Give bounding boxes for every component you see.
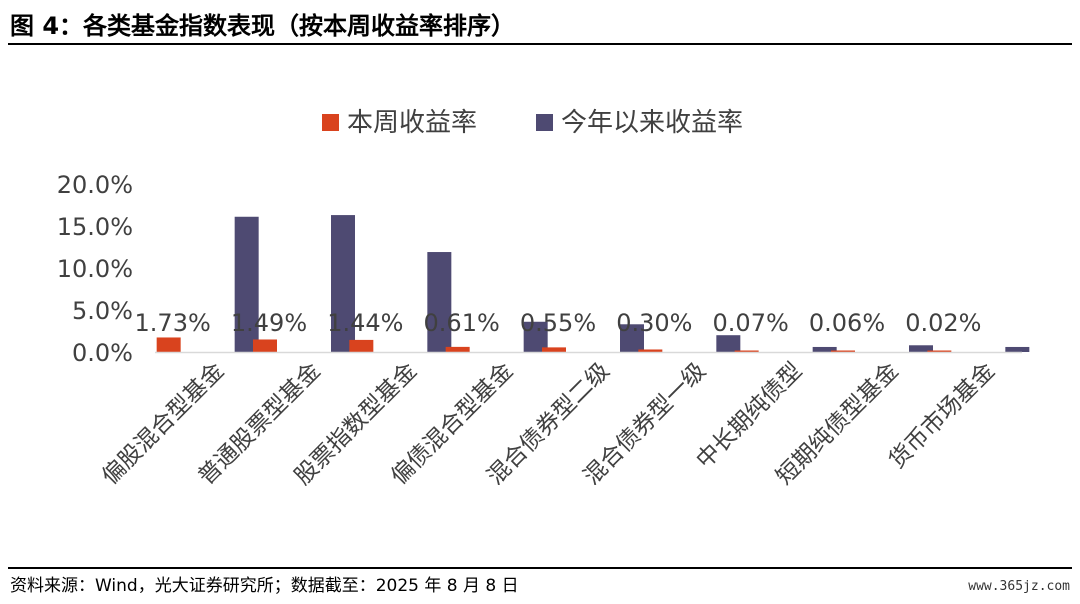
y-tick-label: 15.0% [57, 213, 133, 241]
y-tick-label: 5.0% [72, 297, 133, 325]
bar-ytd [1005, 346, 1030, 352]
data-label-weekly: 0.06% [809, 309, 885, 337]
figure-title: 图 4：各类基金指数表现（按本周收益率排序） [10, 12, 516, 40]
top-rule [8, 43, 1072, 45]
y-tick-label: 20.0% [57, 171, 133, 199]
data-label-weekly: 0.30% [616, 309, 692, 337]
bar-weekly [734, 350, 759, 352]
bottom-rule [8, 567, 1072, 569]
bar-weekly [253, 339, 277, 352]
legend-label-2: 今年以来收益率 [561, 108, 743, 138]
data-label-weekly: 0.02% [905, 309, 981, 337]
data-label-weekly: 0.55% [520, 309, 596, 337]
data-label-weekly: 1.73% [135, 309, 211, 337]
bar-weekly [831, 350, 855, 352]
data-label-weekly: 1.44% [327, 309, 403, 337]
bar-ytd [909, 345, 933, 352]
bar-weekly [349, 339, 374, 352]
legend-label-1: 本周收益率 [347, 108, 477, 138]
x-axis-labels: 偏股混合型基金普通股票型基金股票指数型基金偏债混合型基金混合债券型二级混合债券型… [97, 358, 1000, 490]
bar-ytd [331, 215, 355, 352]
bars: 1.73% 1.49% 1.44% 0.61% 0.55% 0.30% 0.07% 0.06%… [135, 215, 1030, 352]
bar-weekly [156, 337, 181, 352]
bar-weekly [638, 349, 663, 352]
bar-weekly [542, 347, 566, 352]
source-note: 资料来源：Wind，光大证券研究所；数据截至：2025 年 8 月 8 日 [10, 576, 519, 596]
bar-weekly [927, 350, 952, 352]
data-label-weekly: 0.61% [424, 309, 500, 337]
bar-ytd [812, 346, 837, 352]
watermark: www.365jz.com [968, 579, 1070, 594]
bar-ytd [523, 321, 548, 352]
legend-swatch-1 [322, 114, 339, 131]
legend-swatch-2 [536, 114, 553, 131]
data-label-weekly: 0.07% [713, 309, 789, 337]
y-tick-label: 0.0% [72, 339, 133, 367]
bar-weekly [445, 346, 470, 352]
bar-ytd [427, 252, 452, 352]
y-axis: 0.0% 5.0% 10.0% 15.0% 20.0% [57, 171, 133, 367]
bar-ytd [234, 216, 259, 352]
legend: 本周收益率 今年以来收益率 [322, 108, 743, 138]
data-label-weekly: 1.49% [231, 309, 307, 337]
bar-ytd [620, 324, 644, 352]
bar-ytd [716, 335, 741, 352]
y-tick-label: 10.0% [57, 255, 133, 283]
